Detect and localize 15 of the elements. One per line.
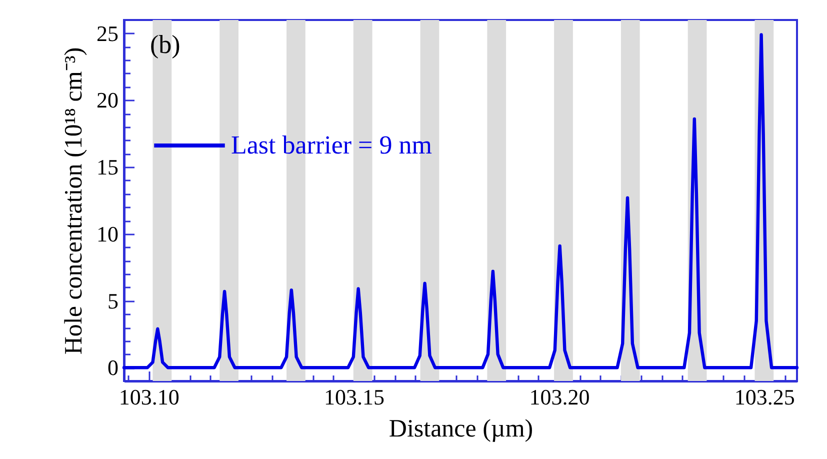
x-tick-label: 103.20 — [529, 384, 590, 410]
line-series — [122, 33, 799, 370]
x-tick-label: 103.10 — [118, 384, 180, 410]
y-tick-label: 15 — [96, 154, 118, 180]
legend-label: Last barrier = 9 nm — [231, 130, 432, 160]
y-axis-title: Hole concentration (10¹⁸ cm⁻³) — [60, 47, 88, 355]
y-tick-label: 10 — [96, 221, 118, 246]
x-axis-title: Distance (µm) — [388, 416, 534, 442]
annotation: (b) — [150, 30, 180, 59]
y-tick-label: 0 — [108, 355, 118, 380]
y-tick-label: 25 — [96, 20, 118, 46]
y-tick-label: 20 — [96, 88, 118, 113]
x-tick-label: 103.25 — [734, 384, 795, 410]
x-tick-label: 103.15 — [324, 384, 385, 410]
y-tick-label: 5 — [108, 288, 118, 314]
